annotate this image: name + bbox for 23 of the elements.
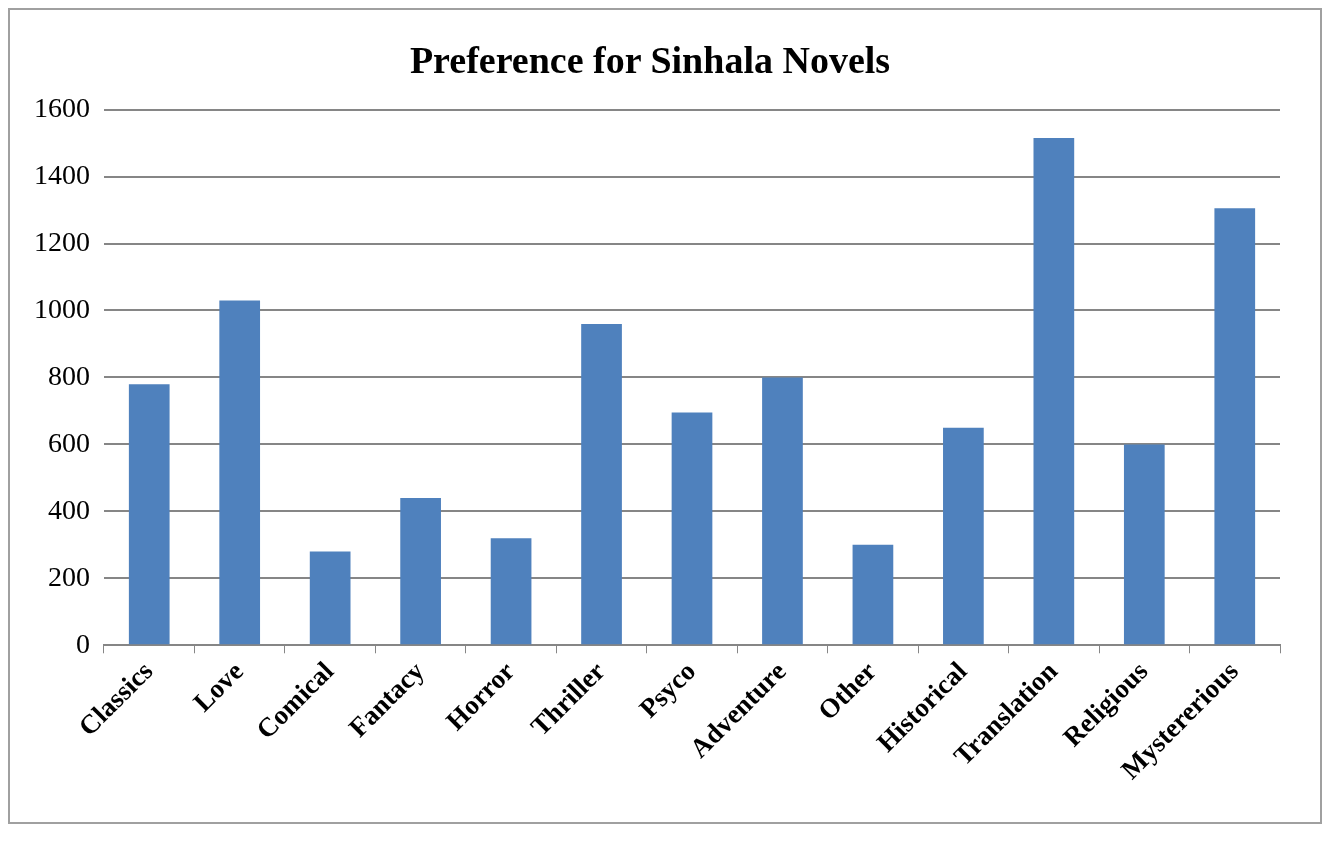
bar	[581, 323, 622, 645]
bar	[219, 300, 261, 645]
y-tick-label: 1200	[34, 225, 90, 257]
bar	[762, 377, 803, 645]
bar	[1033, 138, 1075, 645]
y-tick-label: 400	[48, 493, 90, 525]
bar	[671, 412, 713, 645]
y-tick-label: 1600	[34, 91, 90, 123]
bar	[128, 384, 170, 645]
y-tick-label: 200	[48, 560, 90, 592]
bar	[309, 551, 351, 645]
y-tick-label: 0	[76, 627, 90, 659]
bar	[400, 497, 441, 645]
bar	[943, 427, 984, 645]
y-tick-label: 800	[48, 359, 90, 391]
bar	[1214, 208, 1256, 645]
bar	[1123, 444, 1165, 645]
y-tick-label: 1400	[34, 158, 90, 190]
bar	[852, 544, 894, 645]
bar	[490, 538, 532, 645]
chart-title: Preference for Sinhala Novels	[409, 38, 891, 81]
y-tick-label: 1000	[34, 292, 90, 324]
y-tick-label: 600	[48, 426, 90, 458]
